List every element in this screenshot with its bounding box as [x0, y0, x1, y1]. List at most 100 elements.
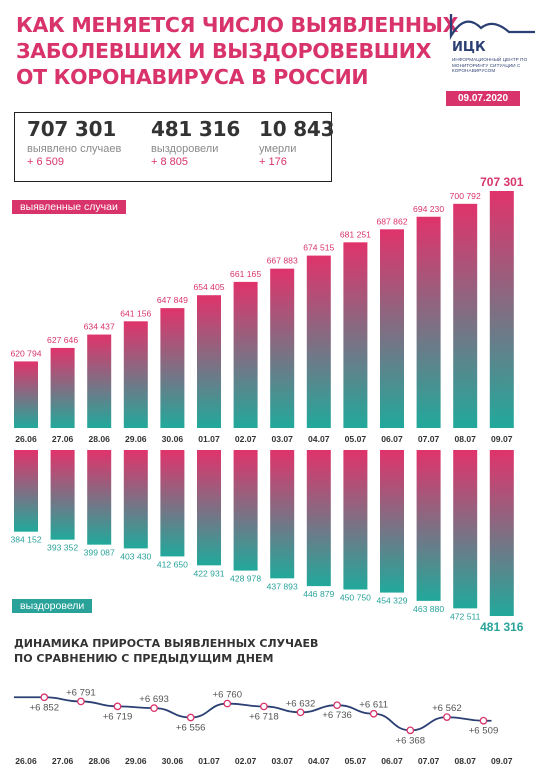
increase-point: [333, 701, 341, 710]
increase-value-label: +6 719: [103, 711, 133, 722]
recovered-value-label: 412 650: [157, 559, 188, 569]
increase-point: [77, 697, 85, 706]
date-tick-label: 28.06: [88, 434, 110, 444]
increase-value-label: +6 693: [139, 694, 169, 705]
date-tick-label: 07.07: [418, 434, 440, 444]
stat-delta: + 6 509: [27, 156, 65, 168]
cases-bar: [123, 321, 148, 428]
line-chart-title-line-2: ПО СРАВНЕНИЮ С ПРЕДЫДУЩИМ ДНЕМ: [14, 652, 274, 665]
cases-bar: [416, 216, 441, 428]
cases-value-label: 661 165: [230, 269, 261, 279]
line-date-tick-label: 26.06: [15, 756, 37, 766]
cases-bar: [233, 281, 258, 428]
increase-point: [223, 699, 232, 708]
recovered-bar: [270, 450, 295, 579]
cases-bar: [453, 203, 478, 428]
recovered-value-label: 450 750: [340, 592, 371, 602]
cases-value-label: 674 515: [303, 243, 334, 253]
recovered-value-label: 403 430: [120, 551, 151, 561]
stat-cases: 707 301 выявлено случаев + 6 509: [27, 117, 121, 168]
date-tick-label: 26.06: [15, 434, 37, 444]
stat-label: выздоровели: [151, 143, 219, 155]
logo-subtitle: ИНФОРМАЦИОННЫЙ ЦЕНТР ПО МОНИТОРИНГУ СИТУ…: [452, 57, 528, 74]
stat-label: умерли: [259, 143, 297, 155]
cases-value-label: 620 794: [10, 348, 41, 358]
recovered-value-label: 399 087: [84, 548, 115, 558]
increase-value-label: +6 556: [176, 723, 206, 734]
recovered-chart-title: выздоровели: [12, 599, 93, 613]
cases-bar: [489, 191, 514, 428]
increase-point: [260, 702, 268, 711]
stat-recovered: 481 316 выздоровели + 8 805: [151, 117, 240, 168]
increase-point: [296, 708, 305, 717]
cases-bar: [14, 361, 38, 428]
cases-bar: [50, 347, 75, 428]
stats-box: 707 301 выявлено случаев + 6 509 481 316…: [14, 112, 335, 182]
cases-value-label: 627 646: [47, 335, 78, 345]
increase-point: [40, 693, 49, 702]
recovered-bar: [489, 450, 514, 616]
recovered-value-label: 481 316: [480, 620, 524, 634]
stat-deaths: 10 843 умерли + 176: [259, 117, 335, 168]
date-tick-label: 05.07: [345, 434, 367, 444]
logo-text: ИЦК: [452, 40, 486, 55]
increase-point: [113, 702, 122, 711]
cases-value-label: 654 405: [193, 282, 224, 292]
line-date-tick-label: 05.07: [345, 756, 367, 766]
recovered-bar: [197, 450, 221, 566]
cases-bar: [343, 242, 368, 428]
recovered-bar: [123, 450, 148, 549]
stat-value: 481 316: [151, 117, 241, 141]
logo-icon: [449, 14, 535, 41]
recovered-bar: [306, 450, 331, 587]
increase-point: [479, 716, 488, 725]
increase-point: [443, 713, 451, 721]
cases-value-label: 641 156: [120, 308, 151, 318]
line-date-tick-label: 03.07: [271, 756, 293, 766]
stat-value: 10 843: [259, 117, 335, 141]
line-date-tick-label: 27.06: [52, 756, 74, 766]
recovered-bar: [160, 450, 185, 557]
increase-value-label: +6 852: [29, 702, 59, 713]
increase-value-label: +6 760: [212, 690, 242, 701]
increase-value-label: +6 718: [249, 711, 279, 722]
line-chart-title: ДИНАМИКА ПРИРОСТА ВЫЯВЛЕННЫХ СЛУЧАЕВ ПО …: [14, 636, 318, 666]
cases-value-label: 681 251: [340, 229, 371, 239]
recovered-bar: [87, 450, 112, 545]
date-tick-label: 01.07: [198, 434, 220, 444]
cases-value-label: 667 883: [267, 256, 298, 266]
cases-chart-title: выявленные случаи: [12, 200, 126, 214]
stat-delta: + 8 805: [151, 156, 189, 168]
increase-point: [150, 704, 158, 712]
stat-value: 707 301: [27, 117, 117, 141]
recovered-value-label: 428 978: [230, 574, 261, 584]
recovered-bar: [14, 450, 38, 532]
increase-value-label: +6 368: [395, 735, 425, 746]
date-tick-label: 06.07: [381, 434, 403, 444]
recovered-bar: [416, 450, 441, 601]
recovered-bar: [380, 450, 404, 593]
line-date-tick-label: 06.07: [381, 756, 403, 766]
line-date-tick-label: 02.07: [235, 756, 257, 766]
line-date-tick-label: 04.07: [308, 756, 330, 766]
recovered-value-label: 422 931: [193, 568, 224, 578]
cases-value-label: 707 301: [480, 175, 524, 189]
recovered-value-label: 384 152: [10, 535, 41, 545]
recovered-value-label: 446 879: [303, 589, 334, 599]
cases-bar: [160, 308, 185, 428]
cases-bar: [87, 334, 112, 428]
recovered-value-label: 393 352: [47, 543, 78, 553]
cases-bar: [270, 268, 295, 428]
date-tick-label: 09.07: [491, 434, 513, 444]
stat-label: выявлено случаев: [27, 143, 122, 155]
increase-point: [186, 713, 195, 722]
recovered-bar: [50, 450, 75, 540]
increase-point: [369, 709, 378, 718]
date-badge: 09.07.2020: [446, 91, 520, 106]
recovered-value-label: 437 893: [267, 581, 298, 591]
recovered-value-label: 472 511: [450, 611, 481, 621]
increase-value-label: +6 791: [66, 687, 96, 698]
line-date-tick-label: 28.06: [88, 756, 110, 766]
stat-delta: + 176: [259, 156, 287, 168]
